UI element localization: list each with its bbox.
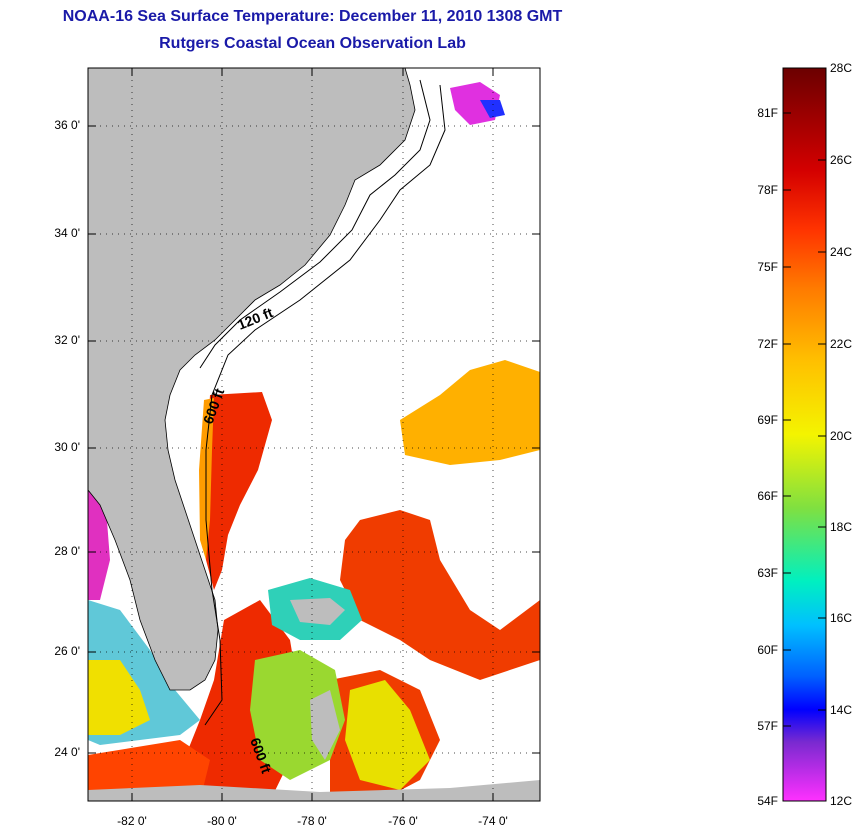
isobath-600ft [204,84,446,726]
colorbar-label-57f: 57F [757,719,778,733]
colorbar-label-69f: 69F [757,413,778,427]
cold-magenta-patch [450,82,500,125]
colorbar-label-60f: 60F [757,643,778,657]
map-title: NOAA-16 Sea Surface Temperature: Decembe… [62,8,563,25]
colorbar-label-26c: 26C [830,153,853,167]
lat-label-32: 32 0' [54,333,80,347]
south-red-patch [340,510,540,680]
colorbar-label-22c: 22C [830,337,853,351]
lat-label-30: 30 0' [54,440,80,454]
colorbar-label-72f: 72F [757,337,778,351]
map-ticks [88,68,540,801]
colorbar-label-16c: 16C [830,611,853,625]
bahamas-land-2 [310,690,340,760]
colorbar-label-54f: 54F [757,794,778,808]
colorbar-label-78f: 78F [757,183,778,197]
lon-label-80: -80 0' [207,814,237,828]
colorbar-scale [782,67,827,802]
colorbar-ticks [783,112,826,727]
lat-label-34: 34 0' [54,226,80,240]
lon-label-74: -74 0' [478,814,508,828]
lon-label-82: -82 0' [117,814,147,828]
cuba-land [88,780,540,801]
gulf-stream-warm [205,392,272,590]
offshore-warm-patch [400,360,540,465]
bahamas-land-1 [290,598,345,625]
florida-keys-red [88,740,210,801]
colorbar-label-81f: 81F [757,106,778,120]
colorbar-label-66f: 66F [757,489,778,503]
lat-label-26: 26 0' [54,644,80,658]
colorbar-label-14c: 14C [830,703,853,717]
florida-bay-yellow [88,660,150,735]
map-grid [88,68,540,801]
isobath-120ft [199,79,431,369]
lon-label-78: -78 0' [297,814,327,828]
colorbar-label-63f: 63F [757,566,778,580]
colorbar-label-20c: 20C [830,429,853,443]
lat-label-24: 24 0' [54,745,80,759]
lon-label-76: -76 0' [388,814,418,828]
lat-label-36: 36 0' [54,118,80,132]
colorbar-label-12c: 12C [830,794,853,808]
land-mass [88,68,416,691]
magenta-west [88,490,110,600]
lat-label-28: 28 0' [54,544,80,558]
cold-blue-patch [480,100,505,118]
colorbar-label-18c: 18C [830,520,853,534]
colorbar-label-75f: 75F [757,260,778,274]
bahamas-yellow [345,680,430,790]
colorbar-label-28c: 28C [830,61,853,75]
map-frame [87,67,541,802]
map-subtitle: Rutgers Coastal Ocean Observation Lab [159,35,466,52]
colorbar-label-24c: 24C [830,245,853,259]
